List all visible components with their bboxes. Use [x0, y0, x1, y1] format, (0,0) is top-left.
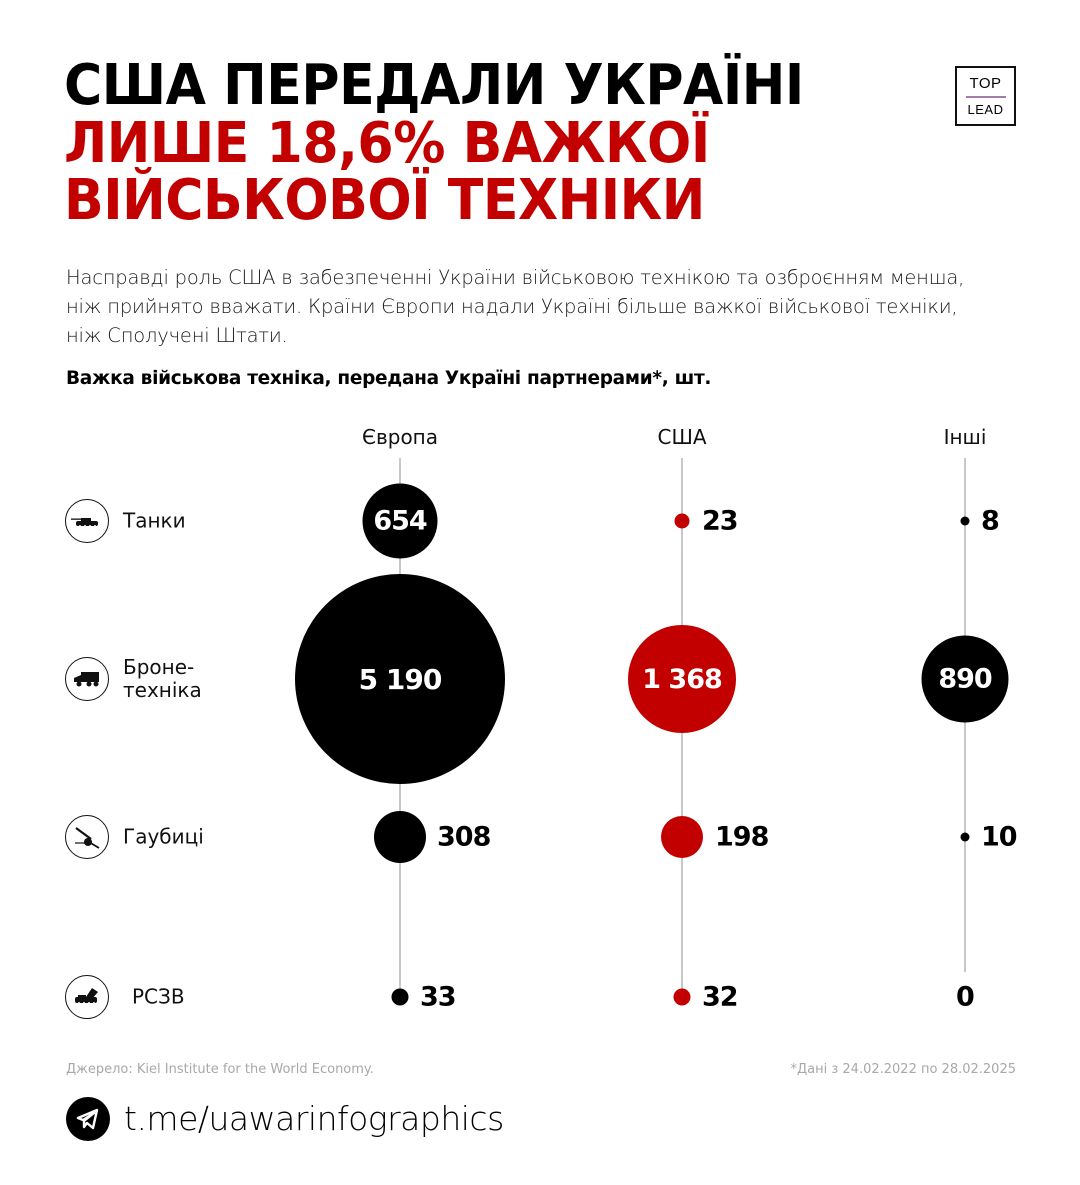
bubble-usa-tanks	[674, 513, 690, 529]
bubble-others-armor: 890	[921, 635, 1009, 723]
armored-vehicle-icon	[65, 657, 109, 701]
value-europe-howitzers: 308	[437, 821, 491, 853]
title-line-3: ВІЙСЬКОВОЇ ТЕХНІКИ	[64, 168, 705, 233]
column-header-others: Інші	[943, 425, 987, 449]
row-label-howitzers: Гаубиці	[123, 824, 204, 849]
value-usa-armor: 1 368	[642, 663, 723, 695]
value-europe-tanks: 654	[373, 505, 427, 537]
value-europe-mlrs: 33	[420, 981, 457, 1013]
value-others-armor: 890	[938, 663, 992, 695]
bubble-europe-armor: 5 190	[295, 574, 505, 784]
column-header-europe: Європа	[361, 425, 439, 449]
period-note: *Дані з 24.02.2022 по 28.02.2025	[790, 1062, 1017, 1077]
value-others-tanks: 8	[981, 505, 1000, 537]
bubble-usa-mlrs	[673, 988, 691, 1006]
telegram-icon[interactable]	[66, 1097, 110, 1141]
column-header-usa: США	[657, 425, 707, 449]
lead-paragraph: Насправді роль США в забезпеченні Україн…	[66, 266, 965, 347]
bubble-europe-tanks: 654	[362, 483, 438, 559]
bubble-europe-howitzers	[374, 811, 426, 863]
bubble-usa-armor: 1 368	[628, 625, 736, 733]
row-label-mlrs: РСЗВ	[132, 984, 185, 1009]
value-others-howitzers: 10	[981, 821, 1018, 853]
value-usa-mlrs: 32	[702, 981, 739, 1013]
tank-icon	[65, 499, 109, 543]
title-line-2: ЛИШЕ 18,6% ВАЖКОЇ	[64, 111, 710, 176]
bubble-usa-howitzers	[661, 816, 703, 858]
howitzer-icon	[65, 815, 109, 859]
logo-top-text: TOP	[969, 75, 1002, 92]
mlrs-icon	[65, 975, 109, 1019]
row-label-armor: Броне- техніка	[123, 655, 202, 702]
telegram-link[interactable]: t.me/uawarinfographics	[124, 1099, 504, 1138]
title-line-1: США ПЕРЕДАЛИ УКРАЇНІ	[64, 53, 804, 118]
bubble-others-tanks	[960, 516, 970, 526]
logo-divider	[965, 96, 1006, 98]
value-usa-tanks: 23	[702, 505, 739, 537]
bubble-others-howitzers	[960, 832, 970, 842]
row-label-tanks: Танки	[123, 508, 186, 533]
toplead-logo: TOP LEAD	[955, 66, 1016, 126]
value-europe-armor: 5 190	[358, 662, 443, 696]
value-others-mlrs: 0	[956, 981, 975, 1013]
chart-title: Важка військова техніка, передана Україн…	[66, 368, 712, 389]
source-note: Джерело: Kiel Institute for the World Ec…	[66, 1062, 374, 1077]
bubble-europe-mlrs	[391, 988, 409, 1006]
value-usa-howitzers: 198	[715, 821, 769, 853]
logo-bottom-text: LEAD	[967, 102, 1004, 117]
